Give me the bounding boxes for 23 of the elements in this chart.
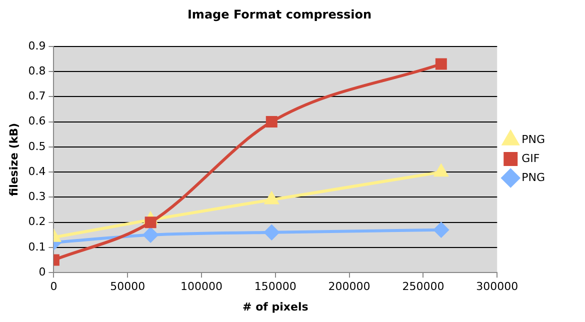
y-tick-label: 0.6	[28, 114, 46, 128]
x-tick-label: 50000	[110, 280, 146, 294]
x-tick-label: 200000	[328, 280, 370, 294]
legend-label: PNG	[522, 170, 546, 184]
y-tick-label: 0.8	[28, 64, 46, 78]
chart-title: Image Format compression	[187, 7, 372, 22]
y-tick-label: 0.1	[28, 240, 46, 254]
x-tick-label: 300000	[476, 280, 518, 294]
y-tick-label: 0.3	[28, 190, 46, 204]
legend-label: GIF	[522, 152, 540, 165]
x-tick-label: 250000	[402, 280, 444, 294]
y-tick-label: 0.2	[28, 215, 46, 228]
x-tick-label: 150000	[254, 280, 296, 294]
y-tick-label: 0	[38, 265, 46, 278]
y-axis-title: filesize (kB)	[7, 122, 20, 196]
legend-label: PNG	[522, 132, 546, 146]
x-tick-label: 0	[50, 280, 58, 294]
y-tick-label: 0.5	[28, 140, 46, 153]
y-tick-label: 0.4	[28, 164, 46, 178]
x-tick-label: 100000	[180, 280, 222, 294]
x-axis-title: # of pixels	[242, 300, 309, 314]
y-tick-label: 0.9	[28, 39, 46, 52]
y-tick-label: 0.7	[28, 90, 46, 103]
